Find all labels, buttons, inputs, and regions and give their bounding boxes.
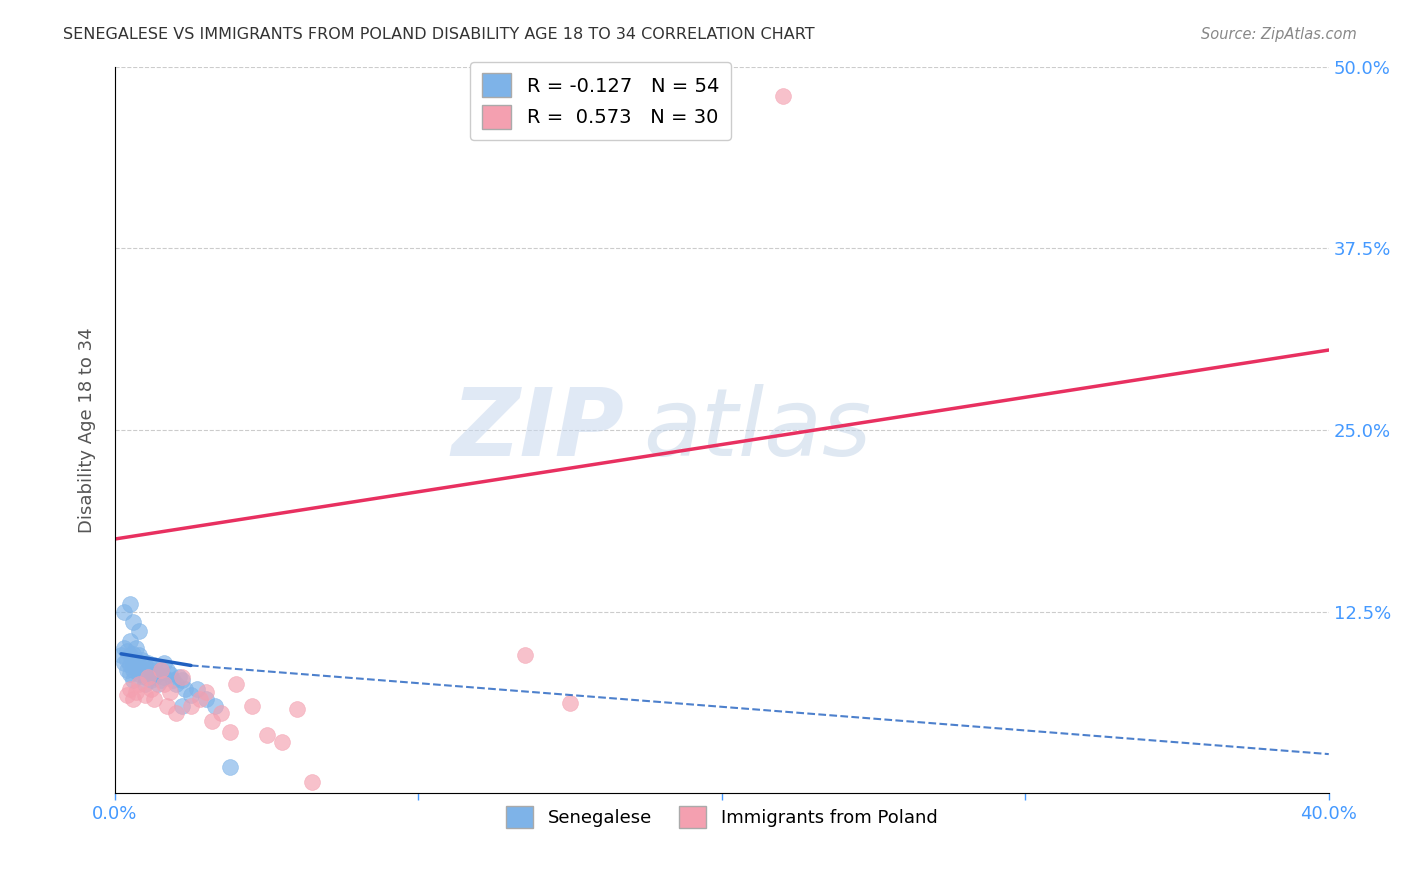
Point bbox=[120, 658, 142, 673]
Point bbox=[122, 691, 145, 706]
Point bbox=[301, 774, 323, 789]
Point bbox=[128, 658, 150, 673]
Point bbox=[122, 663, 145, 677]
Point bbox=[209, 706, 232, 721]
Point bbox=[146, 667, 169, 681]
Point bbox=[115, 644, 138, 658]
Point bbox=[128, 667, 150, 681]
Point bbox=[560, 696, 582, 710]
Point bbox=[513, 648, 536, 663]
Point bbox=[128, 677, 150, 691]
Text: Source: ZipAtlas.com: Source: ZipAtlas.com bbox=[1201, 27, 1357, 42]
Point bbox=[170, 670, 193, 684]
Point bbox=[143, 658, 166, 673]
Point bbox=[201, 714, 224, 728]
Point bbox=[115, 688, 138, 702]
Point bbox=[128, 624, 150, 638]
Point bbox=[159, 684, 181, 698]
Point bbox=[155, 663, 177, 677]
Point bbox=[125, 640, 148, 655]
Point bbox=[122, 656, 145, 670]
Point bbox=[125, 684, 148, 698]
Point bbox=[134, 670, 156, 684]
Point bbox=[128, 648, 150, 663]
Point bbox=[120, 667, 142, 681]
Point bbox=[170, 699, 193, 714]
Text: SENEGALESE VS IMMIGRANTS FROM POLAND DISABILITY AGE 18 TO 34 CORRELATION CHART: SENEGALESE VS IMMIGRANTS FROM POLAND DIS… bbox=[63, 27, 815, 42]
Point bbox=[131, 652, 153, 666]
Point bbox=[152, 670, 174, 684]
Point bbox=[138, 667, 160, 681]
Point bbox=[134, 688, 156, 702]
Point bbox=[180, 688, 202, 702]
Point bbox=[173, 681, 195, 696]
Point bbox=[131, 663, 153, 677]
Point bbox=[195, 691, 218, 706]
Point bbox=[134, 677, 156, 691]
Point bbox=[170, 673, 193, 687]
Point bbox=[112, 605, 135, 619]
Point bbox=[219, 760, 242, 774]
Point bbox=[141, 681, 163, 696]
Point bbox=[120, 598, 142, 612]
Legend: Senegalese, Immigrants from Poland: Senegalese, Immigrants from Poland bbox=[499, 798, 945, 835]
Point bbox=[195, 684, 218, 698]
Point bbox=[138, 656, 160, 670]
Point bbox=[219, 725, 242, 739]
Text: ZIP: ZIP bbox=[451, 384, 624, 476]
Point bbox=[149, 673, 172, 687]
Point bbox=[120, 633, 142, 648]
Point bbox=[256, 728, 278, 742]
Point bbox=[165, 706, 187, 721]
Point bbox=[186, 681, 208, 696]
Point bbox=[167, 670, 190, 684]
Point bbox=[159, 667, 181, 681]
Point bbox=[112, 640, 135, 655]
Point bbox=[138, 670, 160, 684]
Point bbox=[115, 652, 138, 666]
Point bbox=[188, 691, 211, 706]
Point bbox=[120, 681, 142, 696]
Point bbox=[125, 652, 148, 666]
Point bbox=[122, 615, 145, 629]
Point bbox=[225, 677, 247, 691]
Point bbox=[180, 699, 202, 714]
Point bbox=[143, 670, 166, 684]
Point bbox=[120, 648, 142, 663]
Point bbox=[110, 648, 132, 663]
Point bbox=[122, 647, 145, 661]
Point bbox=[271, 735, 294, 749]
Point bbox=[115, 663, 138, 677]
Point bbox=[162, 673, 184, 687]
Point bbox=[125, 661, 148, 675]
Y-axis label: Disability Age 18 to 34: Disability Age 18 to 34 bbox=[79, 327, 96, 533]
Point bbox=[152, 677, 174, 691]
Point bbox=[134, 658, 156, 673]
Point bbox=[141, 673, 163, 687]
Point bbox=[165, 677, 187, 691]
Point bbox=[122, 673, 145, 687]
Point bbox=[149, 663, 172, 677]
Point bbox=[204, 699, 226, 714]
Point bbox=[112, 656, 135, 670]
Point bbox=[155, 699, 177, 714]
Point bbox=[141, 663, 163, 677]
Point bbox=[240, 699, 263, 714]
Point bbox=[285, 702, 308, 716]
Point bbox=[152, 656, 174, 670]
Point bbox=[149, 663, 172, 677]
Point bbox=[146, 677, 169, 691]
Point bbox=[772, 88, 794, 103]
Point bbox=[143, 691, 166, 706]
Text: atlas: atlas bbox=[643, 384, 872, 475]
